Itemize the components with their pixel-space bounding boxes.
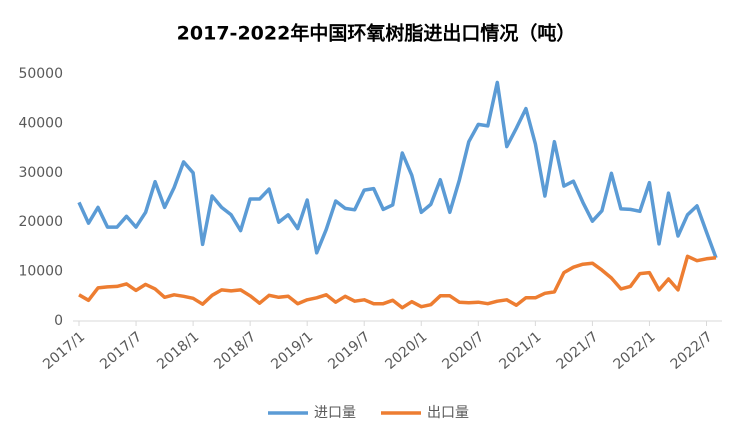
series-line (77, 80, 718, 259)
y-tick-label: 0 (54, 313, 63, 329)
x-tick-label: 2020/1 (382, 329, 430, 373)
x-tick-label: 2018/7 (211, 329, 259, 373)
chart-title: 2017-2022年中国环氧树脂进出口情况（吨） (177, 22, 576, 45)
x-tick-label: 2022/1 (611, 329, 659, 373)
y-tick-label: 50000 (18, 66, 63, 82)
x-tick-label: 2017/7 (97, 329, 145, 373)
x-tick-label: 2017/1 (40, 329, 88, 373)
x-tick-label: 2020/7 (439, 329, 487, 373)
y-tick-label: 10000 (18, 264, 63, 280)
legend-label: 进口量 (314, 405, 356, 421)
y-tick-label: 40000 (18, 115, 63, 131)
y-tick-label: 20000 (18, 214, 63, 230)
series-line (78, 254, 717, 310)
x-tick-label: 2018/1 (154, 329, 202, 373)
y-tick-label: 30000 (18, 165, 63, 181)
x-tick-label: 2019/7 (325, 329, 373, 373)
x-tick-label: 2022/7 (668, 329, 716, 373)
x-tick-label: 2021/7 (554, 329, 602, 373)
legend-label: 出口量 (427, 405, 469, 421)
x-tick-label: 2019/1 (268, 329, 316, 373)
x-tick-label: 2021/1 (496, 329, 544, 373)
